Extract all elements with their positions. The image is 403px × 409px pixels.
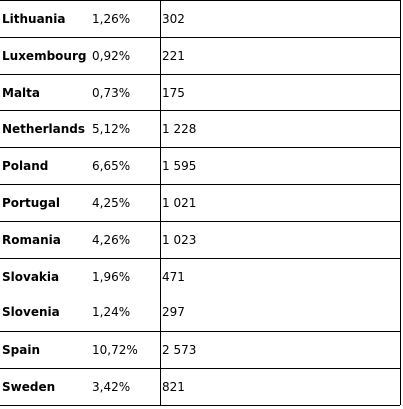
amount: 471 <box>162 269 185 284</box>
table-row: Netherlands 5,12% 1 228 <box>0 110 400 147</box>
share: 0,92% <box>92 48 131 63</box>
share: 10,72% <box>92 343 138 358</box>
table-row: Slovenia 1,24% 297 <box>0 294 400 330</box>
amount: 1 023 <box>162 232 197 247</box>
amount: 221 <box>162 48 185 63</box>
table-row: Sweden 3,42% 821 <box>0 368 400 406</box>
country: Lithuania <box>2 12 66 26</box>
share: 1,26% <box>92 12 131 26</box>
country: Luxembourg <box>2 48 87 63</box>
share: 4,25% <box>92 196 131 210</box>
table-row: Romania 4,26% 1 023 <box>0 220 400 258</box>
amount: 1 228 <box>162 122 197 137</box>
share: 4,26% <box>92 232 131 247</box>
share: 6,65% <box>92 159 131 174</box>
amount: 297 <box>162 305 185 320</box>
right-border <box>400 0 401 405</box>
table-row: Spain 10,72% 2 573 <box>0 331 400 368</box>
amount: 175 <box>162 85 185 100</box>
table-row: Slovakia 1,96% 471 <box>0 257 400 295</box>
amount: 1 021 <box>162 196 197 210</box>
share: 3,42% <box>92 380 131 394</box>
country: Slovakia <box>2 269 60 284</box>
country: Poland <box>2 159 49 174</box>
table-row: Malta 0,73% 175 <box>0 73 400 111</box>
country: Romania <box>2 232 61 247</box>
share: 0,73% <box>92 85 131 100</box>
table-row: Luxembourg 0,92% 221 <box>0 36 400 74</box>
amount: 821 <box>162 380 185 394</box>
amount: 1 595 <box>162 159 197 174</box>
amount: 2 573 <box>162 343 197 358</box>
amount: 302 <box>162 12 185 26</box>
country: Slovenia <box>2 305 60 320</box>
table-row: Portugal 4,25% 1 021 <box>0 184 400 221</box>
country: Spain <box>2 343 40 358</box>
share: 5,12% <box>92 122 131 137</box>
country: Netherlands <box>2 122 86 137</box>
country: Sweden <box>2 380 56 394</box>
country: Malta <box>2 85 40 100</box>
table-row: Lithuania 1,26% 302 <box>0 0 400 37</box>
table-row: Poland 6,65% 1 595 <box>0 147 400 184</box>
share: 1,96% <box>92 269 131 284</box>
column-divider <box>160 0 161 405</box>
country: Portugal <box>2 196 61 210</box>
share: 1,24% <box>92 305 131 320</box>
